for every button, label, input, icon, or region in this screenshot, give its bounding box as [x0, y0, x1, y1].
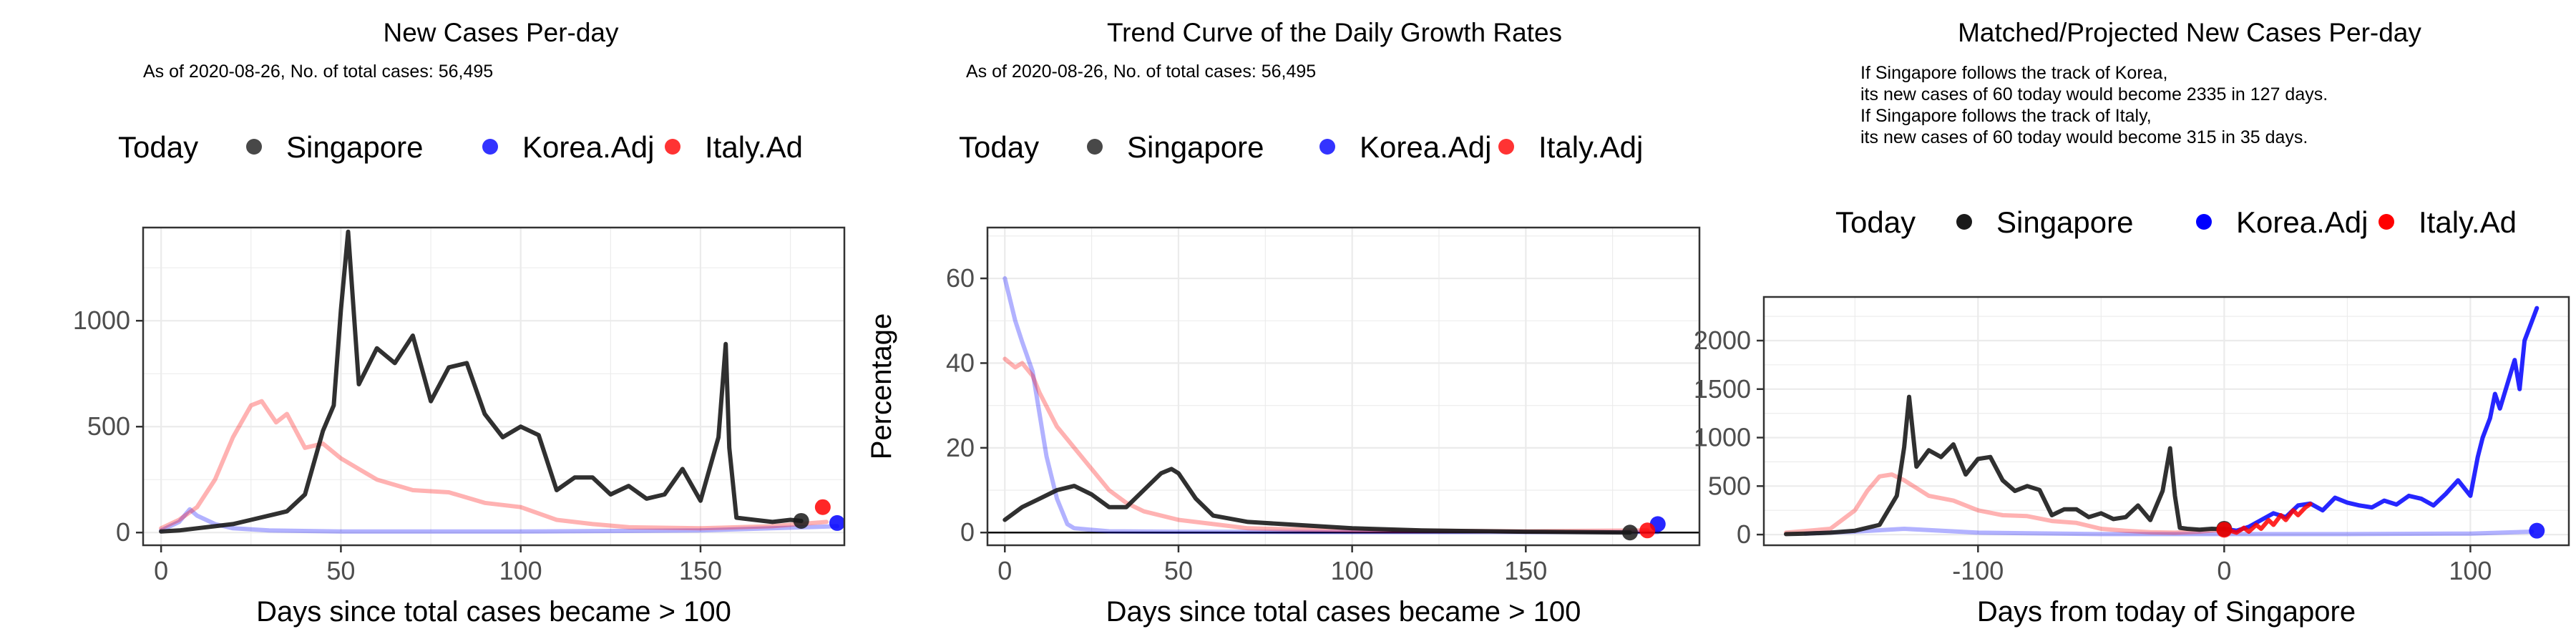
plot-background: [987, 228, 1699, 545]
legend-key: [482, 139, 498, 155]
series-line-italy-adj: [1002, 356, 1650, 534]
today-point: [1639, 522, 1656, 539]
chart-panel-3: Matched/Projected New Cases Per-day If Si…: [1694, 18, 2570, 628]
today-point: [2529, 522, 2545, 539]
plot-border: [1762, 296, 2570, 547]
today-point: [1621, 525, 1638, 541]
annotation-line: If Singapore follows the track of Italy,: [1860, 106, 2152, 126]
series-group: [159, 229, 839, 534]
legend-label: Italy.Adj: [1538, 130, 1643, 164]
legend-label: Singapore: [286, 130, 423, 164]
x-tick-label: 0: [997, 556, 1012, 585]
x-tick-label: 50: [1164, 556, 1193, 585]
x-axis-label: Days since total cases became > 100: [256, 596, 731, 628]
y-axis-label: Percentage: [866, 313, 897, 460]
series-line-singapore: [1784, 394, 2227, 537]
series-line-italy-ad-projected: [2222, 502, 2313, 535]
chart-title: New Cases Per-day: [383, 18, 619, 47]
x-tick-label: -100: [1952, 556, 2004, 585]
legend-label: Singapore: [1127, 130, 1264, 164]
chart-panel-1: New Cases Per-day As of 2020-08-26, No. o…: [73, 18, 846, 628]
legend-title: Today: [118, 130, 198, 164]
series-line-italy-ad: [1784, 472, 2227, 535]
x-axis-label: Days from today of Singapore: [1977, 596, 2356, 628]
plot-background: [143, 228, 844, 545]
y-tick-label: 500: [87, 411, 130, 441]
legend-title: Today: [1835, 205, 1916, 239]
today-point: [793, 512, 809, 529]
chart-subtitle: As of 2020-08-26, No. of total cases: 56…: [143, 62, 493, 82]
chart-title: Trend Curve of the Daily Growth Rates: [1107, 18, 1562, 47]
chart-title: Matched/Projected New Cases Per-day: [1958, 18, 2421, 47]
legend-key: [1319, 139, 1335, 155]
legend-key: [1498, 139, 1514, 155]
y-tick-label: 1500: [1694, 374, 1751, 404]
gridlines: [143, 228, 844, 545]
plot-background: [1764, 297, 2569, 545]
y-tick-label: 0: [116, 517, 130, 547]
legend-label: Italy.Ad: [2419, 205, 2517, 239]
legend: Today Singapore Korea.Adj Italy.Ad: [118, 130, 803, 164]
chart-panel-2: Trend Curve of the Daily Growth Rates As …: [866, 18, 1701, 628]
x-tick-label: 100: [1331, 556, 1374, 585]
legend-key: [2196, 214, 2212, 230]
annotation-line: its new cases of 60 today would become 3…: [1860, 127, 2308, 147]
x-tick-label: 150: [679, 556, 722, 585]
series-group: [1002, 276, 1660, 535]
legend-key: [1087, 139, 1103, 155]
series-line-italy-ad: [159, 399, 829, 531]
y-tick-label: 20: [946, 433, 975, 462]
annotation-line: If Singapore follows the track of Korea,: [1860, 63, 2167, 83]
y-tick-label: 500: [1708, 471, 1751, 500]
x-tick-label: 0: [2217, 556, 2231, 585]
axes: 0 50 100 150 0 20 40 60 Days since total cases b…: [866, 263, 1581, 628]
series-line-korea-adj: [1002, 276, 1660, 535]
annotation-line: its new cases of 60 today would become 2…: [1860, 84, 2328, 104]
y-tick-label: 2000: [1694, 326, 1751, 355]
x-tick-label: 50: [326, 556, 355, 585]
x-tick-label: 100: [499, 556, 542, 585]
legend-label: Korea.Adj: [2236, 205, 2368, 239]
legend-key: [246, 139, 262, 155]
series-line-korea-adj: [159, 507, 839, 534]
y-tick-label: 1000: [1694, 423, 1751, 452]
legend-label: Korea.Adj: [522, 130, 654, 164]
legend-key: [2379, 214, 2394, 230]
x-tick-label: 100: [2449, 556, 2492, 585]
series-group: [1784, 306, 2540, 537]
today-point: [2216, 522, 2233, 538]
legend-label: Singapore: [1996, 205, 2133, 239]
today-point: [829, 514, 845, 531]
x-tick-label: 0: [154, 556, 168, 585]
series-line-singapore: [1002, 467, 1632, 535]
y-tick-label: 60: [946, 263, 975, 293]
y-tick-label: 0: [960, 517, 975, 547]
x-tick-label: 150: [1504, 556, 1547, 585]
chart-subtitle: As of 2020-08-26, No. of total cases: 56…: [966, 62, 1316, 82]
legend-label: Italy.Ad: [705, 130, 803, 164]
legend: Today Singapore Korea.Adj Italy.Adj: [959, 130, 1643, 164]
plot-border: [986, 226, 1701, 547]
y-tick-label: 40: [946, 348, 975, 377]
plot-border: [142, 226, 846, 547]
y-tick-label: 1000: [73, 306, 130, 335]
today-point: [814, 499, 831, 515]
axes: 0 50 100 150 0 500 1000 Days since total cases …: [73, 306, 731, 628]
series-line-korea-adj: [1803, 527, 2534, 537]
legend-key: [1956, 214, 1972, 230]
y-tick-label: 0: [1737, 519, 1751, 549]
legend: Today Singapore Korea.Adj Italy.Ad: [1835, 205, 2517, 239]
legend-key: [665, 139, 680, 155]
legend-title: Today: [959, 130, 1039, 164]
legend-label: Korea.Adj: [1360, 130, 1491, 164]
x-axis-label: Days since total cases became > 100: [1106, 596, 1581, 628]
series-line-singapore: [159, 229, 804, 534]
